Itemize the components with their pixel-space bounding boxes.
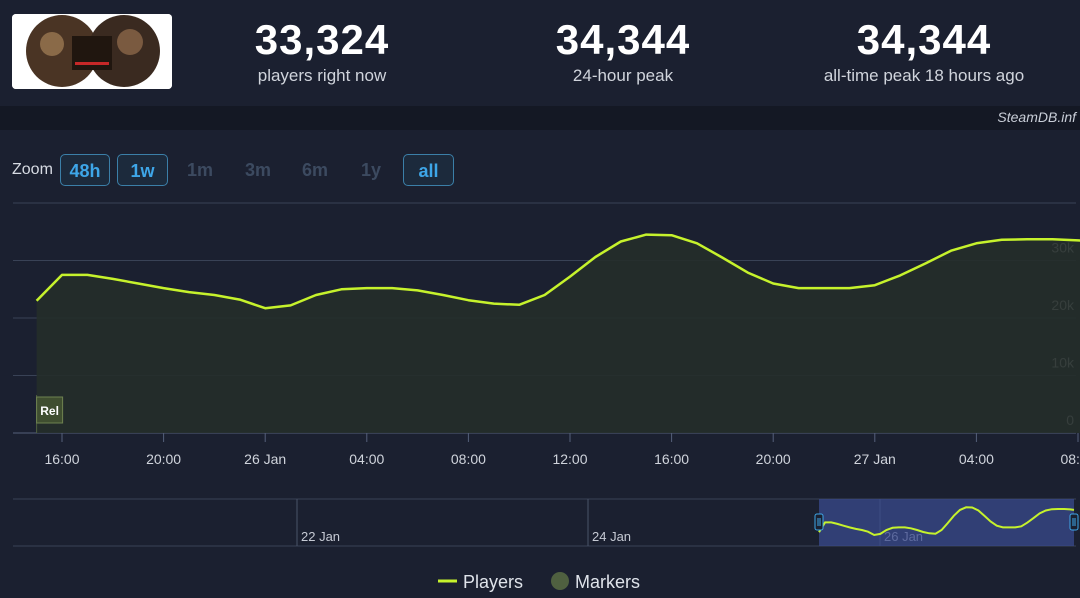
navigator-tick-label: 24 Jan (592, 529, 631, 544)
current-players-label: players right now (257, 66, 387, 85)
x-tick-label: 16:00 (654, 451, 689, 467)
navigator-line (818, 506, 1075, 537)
stat-all-time-peak: 34,344 all-time peak 18 hours ago (774, 18, 1074, 86)
zoom-6m-button[interactable]: 6m (301, 160, 328, 180)
navigator-handle-left[interactable] (814, 513, 824, 531)
zoom-1m-button[interactable]: 1m (186, 160, 213, 180)
x-tick-label: 20:00 (146, 451, 181, 467)
navigator-window[interactable] (819, 499, 1074, 546)
legend-markers-label: Markers (575, 572, 641, 592)
x-tick-label: 08:00 (1060, 451, 1080, 467)
steamdb-credit[interactable]: SteamDB.inf (997, 109, 1076, 125)
header: 33,324 players right now 34,344 24-hour … (0, 0, 1080, 106)
zoom-all-button[interactable]: all (403, 154, 454, 186)
players-line[interactable] (35, 233, 1080, 310)
release-marker[interactable] (36, 396, 64, 424)
navigator-handle-right[interactable] (1069, 513, 1079, 531)
legend-players[interactable]: Players (438, 568, 523, 593)
zoom-label: Zoom (12, 161, 53, 178)
x-tick-label: 20:00 (756, 451, 791, 467)
legend-dot-icon (551, 572, 569, 590)
all-time-peak-label: all-time peak 18 hours ago (823, 66, 1025, 85)
legend-markers[interactable]: Markers (550, 568, 640, 593)
players-area (36, 234, 1080, 433)
release-marker-label: Rel (40, 404, 59, 418)
navigator-tick-label: 22 Jan (301, 529, 340, 544)
x-tick-label: 26 Jan (244, 451, 286, 467)
credit-band: SteamDB.inf (0, 106, 1080, 130)
zoom-3m-button[interactable]: 3m (244, 160, 271, 180)
game-logo[interactable] (12, 14, 172, 89)
peak-24h-value: 34,344 (555, 16, 691, 63)
x-tick-label: 08:00 (451, 451, 486, 467)
x-tick-label: 04:00 (349, 451, 384, 467)
game-logo-art (12, 14, 172, 89)
current-players-value: 33,324 (254, 16, 390, 63)
x-tick-label: 04:00 (959, 451, 994, 467)
x-tick-label: 16:00 (44, 451, 79, 467)
peak-24h-label: 24-hour peak (572, 66, 674, 85)
all-time-peak-value: 34,344 (856, 16, 992, 63)
zoom-1w-button[interactable]: 1w (117, 154, 168, 186)
x-tick-label: 12:00 (552, 451, 587, 467)
zoom-1y-button[interactable]: 1y (360, 160, 382, 180)
stat-current-players: 33,324 players right now (172, 18, 472, 86)
zoom-48h-button[interactable]: 48h (60, 154, 110, 186)
legend: Players Markers (0, 566, 1080, 594)
x-tick-label: 27 Jan (854, 451, 896, 467)
stat-24h-peak: 34,344 24-hour peak (473, 18, 773, 86)
legend-line-icon (438, 579, 457, 583)
legend-players-label: Players (463, 572, 524, 592)
